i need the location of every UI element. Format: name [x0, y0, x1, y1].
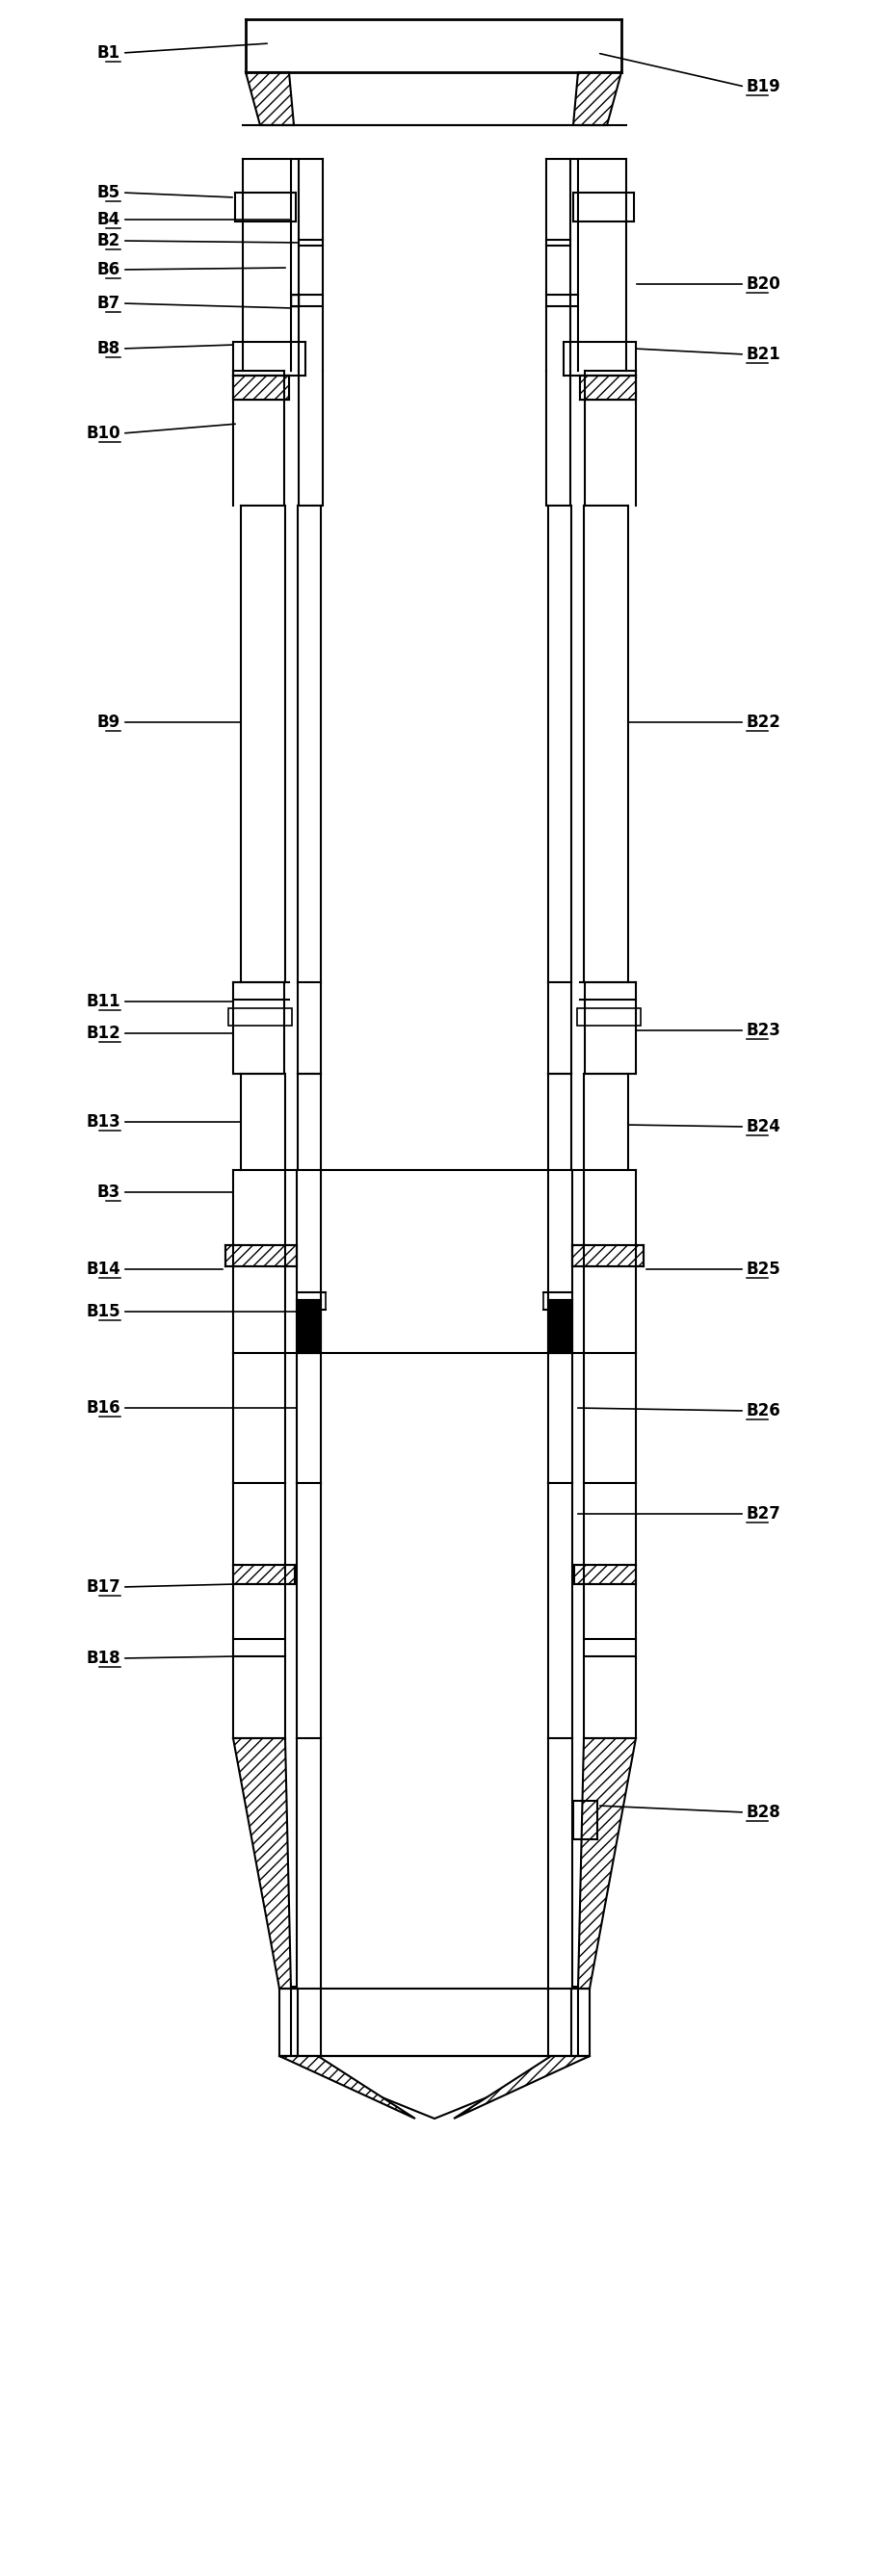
Bar [580, 376, 636, 399]
Bar [574, 1564, 636, 1584]
Text: B18: B18 [86, 1649, 121, 1667]
Text: B24: B24 [746, 1118, 781, 1136]
Text: B19: B19 [746, 77, 781, 95]
Bar [573, 1244, 644, 1267]
Text: B15: B15 [86, 1303, 121, 1321]
Bar [548, 1301, 573, 1352]
Text: B10: B10 [86, 425, 121, 443]
Text: B5: B5 [97, 183, 121, 201]
Polygon shape [280, 2056, 415, 2117]
Text: B20: B20 [746, 276, 781, 294]
Text: B17: B17 [86, 1579, 121, 1595]
Bar [291, 294, 299, 307]
Text: B21: B21 [746, 345, 781, 363]
Polygon shape [280, 2056, 589, 2117]
Bar [543, 1293, 573, 1309]
Text: B7: B7 [97, 294, 121, 312]
Polygon shape [574, 72, 621, 126]
Bar [229, 1007, 292, 1025]
Bar [233, 376, 289, 399]
Polygon shape [246, 72, 294, 126]
Polygon shape [233, 1739, 291, 1989]
Bar [225, 1244, 296, 1267]
Text: B26: B26 [746, 1401, 781, 1419]
Polygon shape [578, 1739, 636, 1989]
Text: B11: B11 [86, 992, 121, 1010]
Bar [233, 376, 289, 399]
Text: B27: B27 [746, 1504, 781, 1522]
Text: B14: B14 [86, 1260, 121, 1278]
Bar [296, 1293, 326, 1309]
Text: B9: B9 [97, 714, 121, 732]
Text: B6: B6 [97, 260, 121, 278]
Bar [574, 1564, 636, 1584]
Bar [577, 1007, 640, 1025]
Text: B12: B12 [86, 1025, 121, 1041]
Bar [296, 1301, 321, 1352]
Text: B4: B4 [97, 211, 121, 229]
Polygon shape [454, 2056, 589, 2117]
Text: B1: B1 [97, 44, 121, 62]
Text: B22: B22 [746, 714, 781, 732]
Text: B25: B25 [746, 1260, 781, 1278]
Text: B2: B2 [97, 232, 121, 250]
Text: B23: B23 [746, 1023, 781, 1038]
Bar [580, 376, 636, 399]
Text: B28: B28 [746, 1803, 781, 1821]
Text: B3: B3 [97, 1182, 121, 1200]
Text: B8: B8 [97, 340, 121, 358]
Text: B16: B16 [86, 1399, 121, 1417]
Bar [233, 1564, 295, 1584]
Text: B13: B13 [86, 1113, 121, 1131]
Bar [233, 1564, 295, 1584]
